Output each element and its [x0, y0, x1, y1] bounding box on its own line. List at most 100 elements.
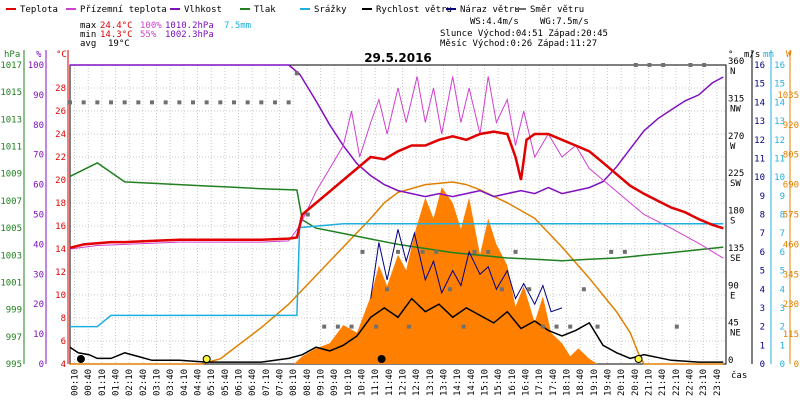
y-tick-label-pressure: 1001: [0, 278, 22, 288]
x-tick-label: 13:40: [440, 369, 450, 396]
x-tick-label: 14:40: [467, 369, 477, 396]
wind-direction-point: [674, 324, 679, 329]
y-tick-label-temperature: 26: [55, 107, 66, 117]
dir-tick-name: SE: [730, 254, 741, 264]
dir-tick-label: 45: [728, 319, 739, 329]
x-tick-label: 12:10: [399, 369, 409, 396]
y-tick-label-humidity: 100: [28, 61, 44, 71]
wind-direction-point: [406, 324, 411, 329]
solar-tick-label: 805: [783, 151, 799, 161]
y-tick-label-humidity: 90: [33, 91, 44, 101]
wind-tick-label: 16: [754, 61, 765, 71]
axis-label-direction: °: [728, 50, 733, 60]
wind-tick-label: 1: [760, 341, 765, 351]
y-tick-label-humidity: 10: [33, 330, 44, 340]
stat-max-temp: 24.4°C: [100, 21, 133, 31]
rain-tick-label: 1: [780, 341, 785, 351]
x-tick-label: 05:40: [221, 369, 231, 396]
wind-direction-point: [259, 100, 264, 105]
wind-direction-point: [472, 249, 477, 254]
y-tick-label-temperature: 18: [55, 199, 66, 209]
chart-legend: Teplota Přízemní teplota Vlhkost Tlak Srážky…: [6, 5, 584, 15]
series-solar-fill: [294, 187, 598, 364]
chart-plot-area: [68, 63, 724, 365]
dir-tick-name: NE: [730, 329, 741, 339]
wind-direction-point: [150, 100, 154, 105]
wind-direction-point: [81, 100, 86, 105]
chart-axes: 00:10 00:40 01:10 01:40 02:10 02:40 03:10 03:40…: [0, 50, 799, 396]
y-tick-label-humidity: 20: [33, 300, 44, 310]
wind-direction-point: [702, 63, 707, 67]
x-tick-label: 02:10: [125, 369, 135, 396]
stat-mesic: Měsíc Východ:0:26 Západ:11:27: [440, 39, 597, 49]
y-tick-label-pressure: 995: [6, 360, 22, 370]
x-tick-label: 20:10: [617, 369, 627, 396]
stat-min-press: 1002.3hPa: [165, 30, 214, 40]
dir-tick-label: 135: [728, 244, 744, 254]
x-tick-label: 03:40: [166, 369, 176, 396]
wind-direction-point: [335, 324, 340, 329]
x-tick-label: 04:10: [180, 369, 190, 396]
x-tick-label: 15:40: [494, 369, 504, 396]
dir-tick-name: W: [730, 142, 736, 152]
y-tick-label-humidity: 30: [33, 270, 44, 280]
legend-label-teplota: Teplota: [20, 5, 58, 15]
solar-tick-label: 920: [783, 121, 799, 131]
wind-tick-label: 6: [760, 248, 765, 258]
rain-tick-label: 14: [774, 98, 785, 108]
x-tick-label: 07:40: [276, 369, 286, 396]
solar-tick-label: 1035: [777, 91, 799, 101]
wind-direction-point: [688, 63, 693, 67]
x-tick-label: 22:40: [686, 369, 696, 396]
stat-max-press: 1010.2hPa: [165, 21, 214, 31]
wind-direction-point: [595, 324, 600, 329]
rain-tick-label: 6: [780, 248, 785, 258]
dir-tick-label: 270: [728, 132, 744, 142]
wind-direction-point: [420, 249, 425, 254]
series-teplota: [69, 130, 724, 250]
dir-tick-name: NW: [730, 104, 741, 114]
stat-avg-label: avg: [80, 39, 96, 49]
rain-tick-label: 12: [774, 136, 785, 146]
x-tick-label: 17:10: [535, 369, 545, 396]
rain-tick-label: 10: [774, 173, 785, 183]
x-tick-label: 22:10: [672, 369, 682, 396]
dir-tick-name: SW: [730, 179, 741, 189]
x-tick-label: 21:10: [645, 369, 655, 396]
wind-direction-point: [360, 249, 365, 254]
stat-avg-temp: 19°C: [108, 39, 130, 49]
legend-label-rychlost: Rychlost větru: [376, 5, 452, 15]
event-marker: [634, 355, 643, 363]
rain-tick-label: 8: [780, 211, 785, 221]
y-tick-label-temperature: 22: [55, 153, 66, 163]
wind-direction-point: [527, 287, 532, 292]
wind-direction-point: [136, 100, 141, 105]
wind-direction-point: [294, 71, 299, 76]
stats-panel: max 24.4°C 100% 1010.2hPa 7.5mm min 14.3…: [80, 17, 608, 49]
wind-direction-point: [581, 287, 586, 292]
x-tick-label: 23:10: [699, 369, 709, 396]
wind-direction-point: [622, 249, 627, 254]
wind-tick-label: 5: [760, 267, 765, 277]
legend-label-srazky: Srážky: [314, 5, 347, 15]
rain-tick-label: 5: [780, 267, 785, 277]
wind-direction-point: [349, 324, 354, 329]
x-tick-label: 15:10: [481, 369, 491, 396]
wind-direction-point: [499, 287, 504, 292]
solar-tick-label: 575: [783, 211, 799, 221]
dir-tick-name: S: [730, 217, 735, 227]
y-tick-label-temperature: 4: [61, 360, 66, 370]
solar-tick-label: 345: [783, 270, 799, 280]
stat-slunce: Slunce Východ:04:51 Západ:20:45: [440, 29, 608, 39]
wind-tick-label: 4: [760, 285, 765, 295]
wind-direction-point: [554, 324, 559, 329]
y-tick-label-temperature: 28: [55, 84, 66, 94]
stat-ws: WS:4.4m/s: [470, 17, 519, 27]
x-tick-label: 19:10: [590, 369, 600, 396]
x-tick-label: 16:10: [508, 369, 518, 396]
rain-tick-label: 9: [780, 192, 785, 202]
y-tick-label-humidity: 40: [33, 240, 44, 250]
series-naraz: [370, 229, 563, 313]
y-tick-label-humidity: 70: [33, 151, 44, 161]
